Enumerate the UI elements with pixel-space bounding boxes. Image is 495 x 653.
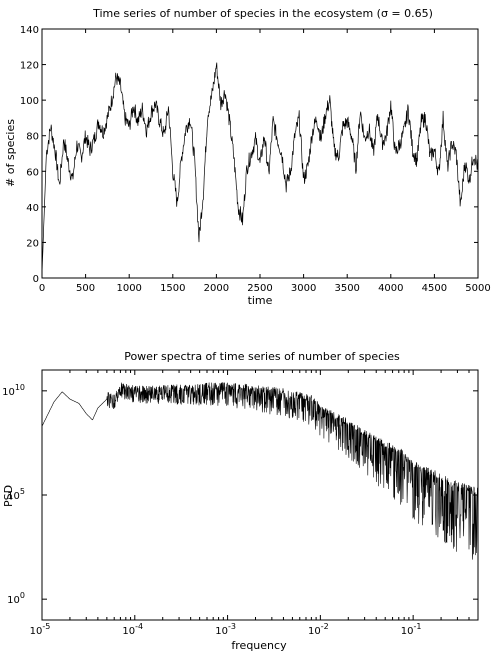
ts-ytick-label: 100: [20, 96, 39, 107]
ts-xtick-label: 500: [76, 283, 95, 294]
timeseries-y-ticks: 0 20 40 60 80 100 120 140: [20, 25, 478, 285]
ts-ytick-label: 20: [26, 238, 39, 249]
ts-xtick-label: 1500: [160, 283, 185, 294]
psd-chart: Power spectra of time series of number o…: [2, 350, 479, 652]
psd-ylabel: PSD: [2, 485, 15, 507]
ts-xtick-label: 5000: [465, 283, 490, 294]
psd-xtick-label: 10-2: [308, 622, 329, 637]
ts-xtick-label: 3000: [291, 283, 316, 294]
timeseries-line: [41, 62, 479, 275]
ts-ytick-label: 60: [26, 167, 39, 178]
ts-xtick-label: 2500: [247, 283, 272, 294]
psd-xtick-label: 10-1: [401, 622, 422, 637]
psd-xtick-label: 10-5: [30, 622, 51, 637]
psd-y-ticks: 100 105 1010: [2, 383, 478, 606]
psd-xlabel: frequency: [231, 639, 287, 652]
psd-ytick-label: 100: [7, 591, 25, 606]
psd-title: Power spectra of time series of number o…: [124, 350, 400, 363]
psd-xtick-label: 10-4: [122, 622, 143, 637]
ts-xtick-label: 4500: [422, 283, 447, 294]
ts-xtick-label: 4000: [378, 283, 403, 294]
timeseries-chart: Time series of number of species in the …: [4, 7, 491, 307]
ts-xtick-label: 1000: [116, 283, 141, 294]
ts-ytick-label: 0: [33, 274, 39, 285]
ts-xtick-label: 0: [39, 283, 45, 294]
timeseries-xlabel: time: [248, 294, 273, 307]
timeseries-title: Time series of number of species in the …: [92, 7, 433, 20]
psd-line: [41, 382, 479, 560]
ts-ytick-label: 120: [20, 61, 39, 72]
ts-ytick-label: 80: [26, 132, 39, 143]
ts-xtick-label: 2000: [204, 283, 229, 294]
psd-x-ticks: 10-5 10-4 10-3 10-2 10-1: [30, 370, 479, 637]
ts-ytick-label: 140: [20, 25, 39, 36]
psd-ytick-label: 105: [7, 487, 25, 502]
psd-xtick-label: 10-3: [215, 622, 236, 637]
ts-xtick-label: 3500: [334, 283, 359, 294]
ts-ytick-label: 40: [26, 203, 39, 214]
timeseries-x-ticks: 0 500 1000 1500 2000 2500 3000 3500 4000 4500 5000: [39, 29, 491, 294]
timeseries-ylabel: # of species: [4, 119, 17, 187]
psd-ytick-label: 1010: [2, 383, 25, 398]
